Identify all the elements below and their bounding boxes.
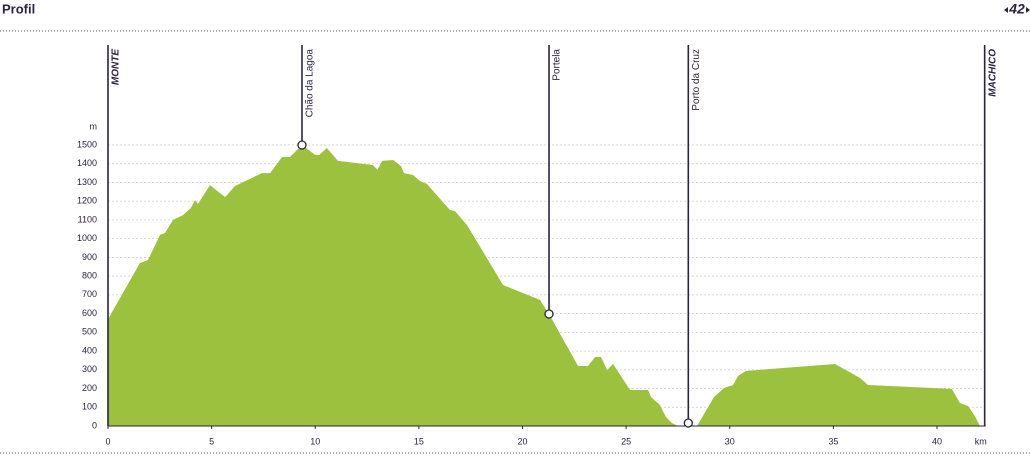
waypoint-marker <box>297 140 307 150</box>
x-tick-label: 40 <box>932 436 942 446</box>
y-tick-label: 0 <box>92 420 97 430</box>
chart-title: Profil <box>2 1 35 16</box>
y-tick-label: 400 <box>82 345 97 355</box>
y-tick-label: 1400 <box>77 158 97 168</box>
y-tick-label: 700 <box>82 289 97 299</box>
prev-arrow <box>1004 7 1008 13</box>
y-unit: m <box>90 121 98 131</box>
x-tick-label: 10 <box>310 436 320 446</box>
waypoint-marker <box>544 309 554 319</box>
x-tick-label: 5 <box>209 436 214 446</box>
y-tick-label: 500 <box>82 327 97 337</box>
y-tick-label: 200 <box>82 383 97 393</box>
y-tick-label: 600 <box>82 308 97 318</box>
x-tick-label: 20 <box>517 436 527 446</box>
y-tick-label: 1500 <box>77 139 97 149</box>
y-tick-label: 1000 <box>77 233 97 243</box>
x-tick-label: 0 <box>105 436 110 446</box>
y-tick-label: 900 <box>82 252 97 262</box>
x-tick-label: 25 <box>621 436 631 446</box>
x-tick-label: 30 <box>725 436 735 446</box>
next-arrow <box>1026 7 1030 13</box>
y-tick-label: 800 <box>82 271 97 281</box>
waypoint-label: Chão da Lagoa <box>305 49 316 118</box>
waypoint-marker <box>683 418 693 428</box>
y-tick-label: 1300 <box>77 177 97 187</box>
y-tick-label: 100 <box>82 402 97 412</box>
waypoint-label: Portela <box>552 49 563 81</box>
y-tick-label: 300 <box>82 364 97 374</box>
waypoint-label: MONTE <box>111 49 122 85</box>
waypoint-label: MACHICO <box>987 49 998 97</box>
y-tick-label: 1100 <box>78 214 97 224</box>
elevation-area <box>108 145 980 426</box>
page-number: 42 <box>1008 1 1025 17</box>
x-tick-label: 35 <box>828 436 838 446</box>
y-tick-label: 1200 <box>77 196 97 206</box>
x-tick-label: 15 <box>414 436 424 446</box>
x-unit: km <box>975 436 987 446</box>
waypoint-label: Porto da Cruz <box>691 49 702 111</box>
